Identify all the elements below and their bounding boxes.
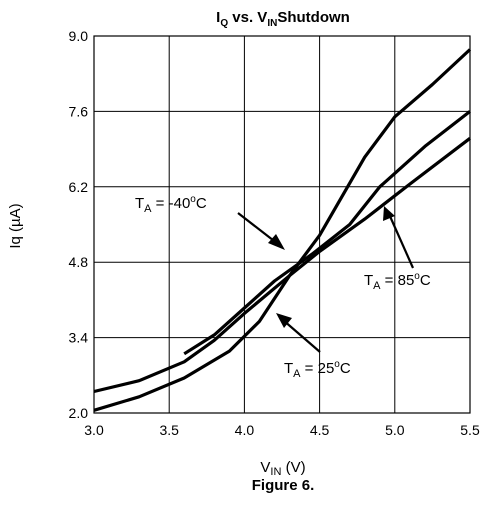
annotation-minus40: TA = -40oC [135,194,285,250]
series-label-85: TA = 85oC [364,271,431,292]
x-axis-label: VIN (V) [260,459,305,478]
plot-frame [93,35,471,414]
y-tick-label: 6.2 [69,179,89,195]
arrowhead-icon [268,234,285,250]
y-tick-label: 2.0 [69,405,89,421]
x-tick-label: 4.5 [310,422,330,438]
arrowhead-icon [276,313,292,328]
series-line-25 [183,110,471,356]
y-tick-label: 4.8 [69,254,89,270]
series-label-minus40: TA = -40oC [135,194,207,215]
series-lines [93,48,472,412]
series-line-minus40 [93,48,472,412]
annotation-85: TA = 85oC [364,206,431,292]
y-tick-label: 7.6 [69,103,89,119]
series-label-25: TA = 25oC [284,359,351,380]
figure-caption: Figure 6. [252,477,315,494]
y-axis-label: Iq (µA) [7,203,24,248]
grid [93,35,471,414]
annotation-25: TA = 25oC [276,313,351,380]
chart-title: IQ vs. VINShutdown [216,9,350,29]
annotation-arrow-line [237,212,279,245]
x-tick-label: 5.0 [385,422,405,438]
series-line-85 [93,137,471,394]
x-tick-label: 5.5 [460,422,480,438]
tick-labels: 3.0 3.5 4.0 4.5 5.0 5.5 2.0 3.4 4.8 6.2 7.6 9.0 [69,28,480,438]
y-tick-label: 9.0 [69,28,89,44]
x-tick-label: 4.0 [235,422,255,438]
x-tick-label: 3.5 [159,422,179,438]
annotation-arrow-line [387,213,415,269]
annotation-arrow-line [282,319,321,353]
y-tick-label: 3.4 [69,330,89,346]
x-tick-label: 3.0 [84,422,104,438]
arrowhead-icon [383,206,395,221]
